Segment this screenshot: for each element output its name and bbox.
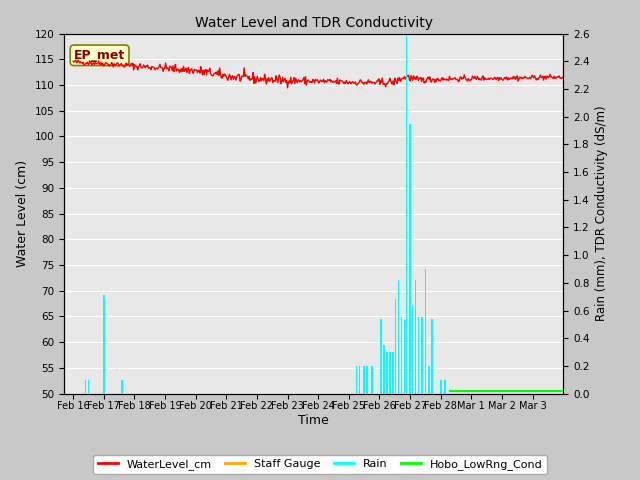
Bar [88, 380, 90, 394]
Bar [392, 352, 394, 394]
Bar [394, 300, 396, 394]
Bar [421, 317, 422, 394]
Bar [406, 34, 407, 394]
Bar [356, 366, 357, 394]
Bar [383, 345, 385, 394]
Bar [84, 380, 86, 394]
Bar [440, 380, 442, 394]
Title: Water Level and TDR Conductivity: Water Level and TDR Conductivity [195, 16, 433, 30]
Bar [409, 123, 411, 394]
Y-axis label: Rain (mm), TDR Conductivity (dS/m): Rain (mm), TDR Conductivity (dS/m) [595, 106, 608, 322]
Bar [418, 317, 419, 394]
Bar [401, 317, 403, 394]
Bar [371, 366, 372, 394]
Bar [122, 380, 123, 394]
Bar [387, 352, 388, 394]
Bar [415, 280, 417, 394]
Bar [364, 366, 365, 394]
Bar [366, 366, 368, 394]
Bar [404, 320, 405, 394]
Text: EP_met: EP_met [74, 49, 125, 62]
Bar [380, 319, 382, 394]
Bar [424, 269, 426, 394]
Bar [431, 319, 433, 394]
Bar [428, 366, 430, 394]
Bar [444, 380, 446, 394]
X-axis label: Time: Time [298, 414, 329, 427]
Legend: WaterLevel_cm, Staff Gauge, Rain, Hobo_LowRng_Cond: WaterLevel_cm, Staff Gauge, Rain, Hobo_L… [93, 455, 547, 474]
Bar [358, 366, 360, 394]
Y-axis label: Water Level (cm): Water Level (cm) [16, 160, 29, 267]
Bar [397, 280, 399, 394]
Bar [389, 352, 391, 394]
Bar [103, 295, 105, 394]
Bar [412, 306, 413, 394]
